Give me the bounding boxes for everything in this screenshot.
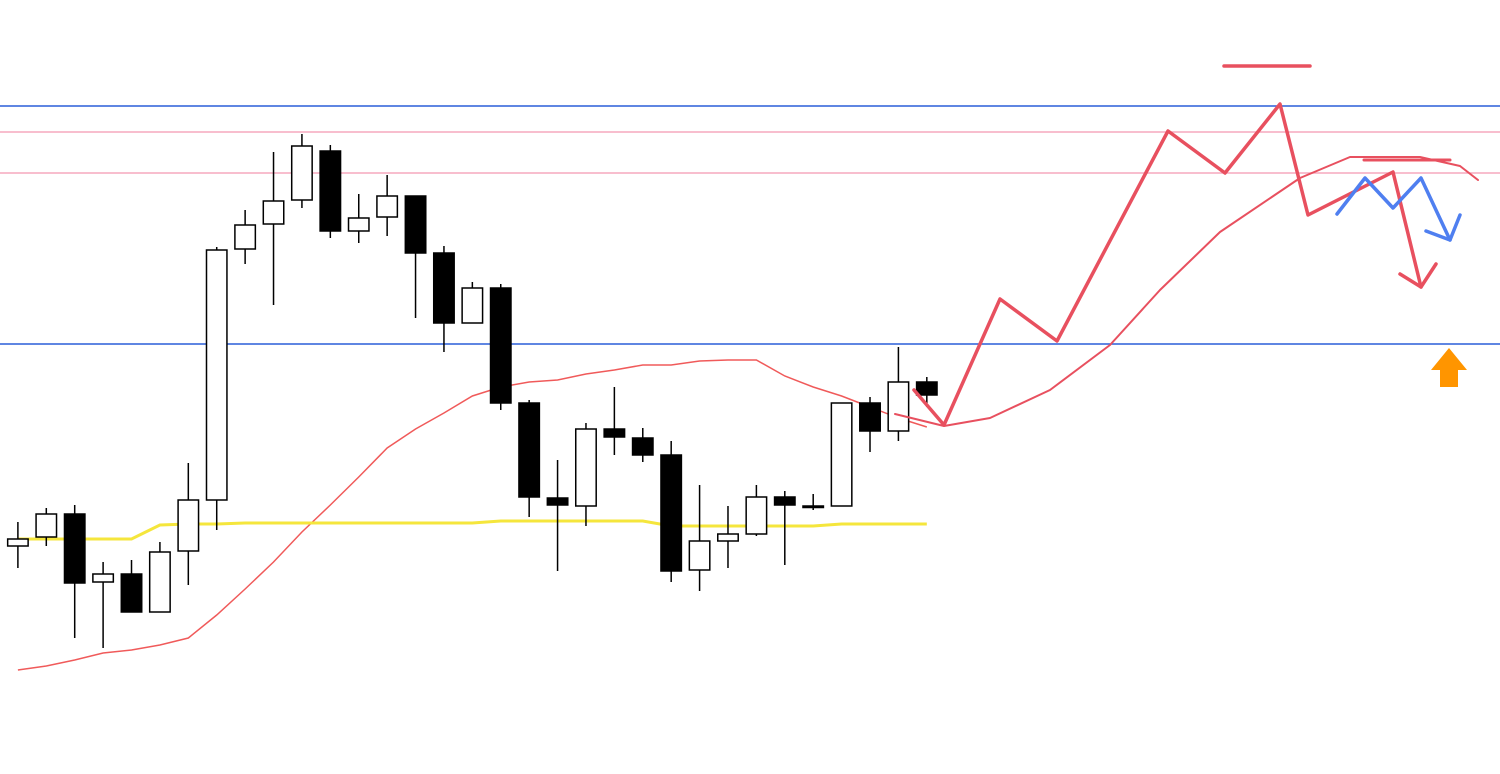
candle-body: [92, 573, 115, 583]
candle-body: [120, 573, 143, 613]
candle-body: [489, 287, 512, 404]
candle-body: [177, 499, 200, 552]
candle-body: [631, 437, 654, 456]
candle-body: [6, 538, 29, 547]
candle-body: [262, 200, 285, 225]
candle-body: [35, 513, 58, 538]
projection-zigzag: [912, 102, 1423, 427]
candle-body: [830, 402, 853, 507]
indicator-line: [17, 359, 928, 671]
alt-zigzag: [1335, 176, 1452, 242]
candle-body: [518, 402, 541, 498]
candle-body: [290, 145, 313, 201]
projection-arrowhead: [1398, 262, 1438, 289]
candle-body: [773, 496, 796, 506]
candle-body: [319, 150, 342, 232]
candle-body: [404, 195, 427, 254]
candle-body: [461, 287, 484, 324]
candle-body: [603, 428, 626, 438]
candle-body: [432, 252, 455, 324]
alt-arrowhead: [1424, 213, 1462, 242]
candle-body: [546, 497, 569, 506]
levels: [0, 105, 1500, 345]
indicator-lines: [17, 359, 928, 671]
candle-body: [660, 454, 683, 572]
candle-body: [859, 402, 881, 432]
candle-body: [887, 381, 910, 432]
candle-body: [802, 505, 825, 509]
projection-annotations: [894, 64, 1479, 427]
candle-body: [63, 513, 86, 584]
indicator-line: [17, 519, 927, 541]
candle-body: [347, 217, 370, 232]
candle-body: [205, 249, 228, 501]
candle-body: [376, 195, 399, 218]
candle-body: [688, 540, 711, 571]
candles: [6, 134, 938, 648]
candle-body: [574, 428, 597, 507]
up-arrow-icon: [1431, 348, 1467, 387]
candle-body: [234, 224, 257, 250]
projection-curve: [894, 156, 1479, 427]
candle-body: [148, 551, 171, 613]
candle-body: [745, 496, 768, 535]
candle-body: [915, 381, 938, 396]
candle-body: [717, 533, 739, 542]
